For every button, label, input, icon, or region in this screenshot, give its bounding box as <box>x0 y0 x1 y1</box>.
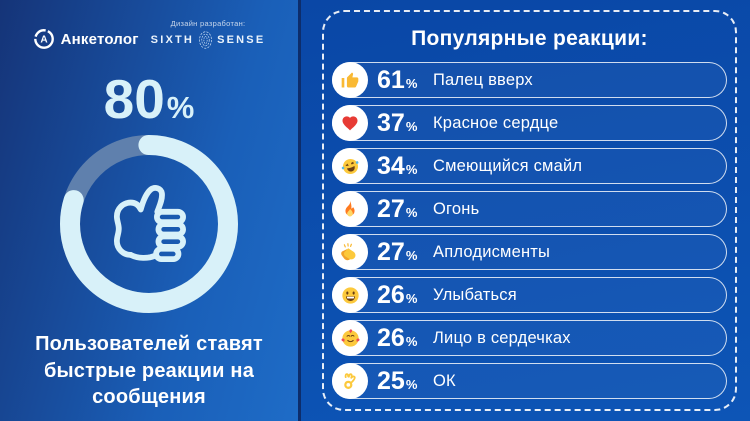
smile-emoji-icon <box>332 277 368 313</box>
reaction-percent: 27% <box>377 194 418 223</box>
credit-label: Дизайн разработан: <box>170 19 246 28</box>
reaction-row: 26% Лицо в сердечках <box>332 320 727 356</box>
fingerprint-icon <box>199 31 212 49</box>
ok-hand-emoji-icon <box>332 363 368 399</box>
thumbs-up-emoji-icon <box>332 62 368 98</box>
section-divider <box>298 0 301 421</box>
reaction-row: 27% Огонь <box>332 191 727 227</box>
reaction-label: ОК <box>433 371 456 390</box>
reaction-label: Красное сердце <box>433 113 559 132</box>
reaction-percent: 37% <box>377 108 418 137</box>
headline-stat-value: 80 <box>103 68 165 130</box>
reaction-percent: 25% <box>377 366 418 395</box>
reaction-row: 34% Смеющийся смайл <box>332 148 727 184</box>
reaction-row: 26% Улыбаться <box>332 277 727 313</box>
header-row: А Анкетолог Дизайн разработан: SIXTH SE <box>33 19 266 50</box>
studio-logo: SIXTH SENSE <box>151 30 266 50</box>
donut-progress-arc <box>60 135 238 313</box>
reaction-label: Огонь <box>433 199 480 218</box>
brand-name: Анкетолог <box>60 30 139 48</box>
donut-chart <box>60 135 238 318</box>
heart-face-emoji-icon <box>332 320 368 356</box>
reaction-label: Смеющийся смайл <box>433 156 583 175</box>
laughing-emoji-icon <box>332 148 368 184</box>
reaction-percent: 26% <box>377 323 418 352</box>
headline-stat: 80% <box>104 72 195 127</box>
studio-word-second: SENSE <box>217 34 266 46</box>
reaction-row: 25% ОК <box>332 363 727 399</box>
reaction-label: Аплодисменты <box>433 242 551 261</box>
reactions-list: 61% Палец вверх 37% Красное сердце 34% С… <box>332 62 727 399</box>
red-heart-emoji-icon <box>332 105 368 141</box>
anketolog-logo-icon: А <box>33 29 54 49</box>
design-credit: Дизайн разработан: SIXTH SENSE <box>151 19 266 50</box>
reaction-percent: 27% <box>377 237 418 266</box>
reaction-percent: 26% <box>377 280 418 309</box>
studio-word-first: SIXTH <box>150 34 195 46</box>
headline-stat-percent-sign: % <box>166 90 195 125</box>
thumbs-up-outline-icon <box>113 185 186 263</box>
stat-caption: Пользователей ставят быстрые реакции на … <box>35 333 263 409</box>
reaction-label: Лицо в сердечках <box>433 328 571 347</box>
brand-logo: А Анкетолог <box>33 28 139 50</box>
logo-letter: А <box>40 35 48 46</box>
reaction-label: Палец вверх <box>433 70 533 89</box>
reaction-row: 27% Аплодисменты <box>332 234 727 270</box>
reaction-row: 37% Красное сердце <box>332 105 727 141</box>
panel-title: Популярные реакции: <box>411 27 648 50</box>
reaction-row: 61% Палец вверх <box>332 62 727 98</box>
reaction-percent: 34% <box>377 151 418 180</box>
clap-emoji-icon <box>332 234 368 270</box>
reaction-percent: 61% <box>377 65 418 94</box>
reaction-label: Улыбаться <box>433 285 517 304</box>
fire-emoji-icon <box>332 191 368 227</box>
left-section: А Анкетолог Дизайн разработан: SIXTH SE <box>0 0 298 421</box>
reactions-section: Популярные реакции: 61% Палец вверх 37% … <box>301 0 750 421</box>
reactions-panel: Популярные реакции: 61% Палец вверх 37% … <box>322 10 737 411</box>
